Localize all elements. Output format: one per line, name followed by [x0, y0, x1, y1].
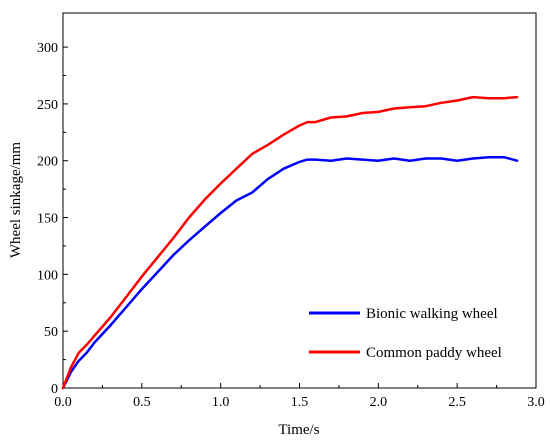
legend-label-common: Common paddy wheel: [366, 345, 502, 361]
x-tick-label: 3.0: [527, 395, 545, 410]
x-tick-label: 0.0: [54, 395, 72, 410]
legend: Bionic walking wheel Common paddy wheel: [309, 306, 502, 361]
series-line-common: [61, 95, 519, 390]
plot-frame: [62, 12, 537, 389]
y-tick-label: 50: [44, 325, 58, 340]
y-axis-label: Wheel sinkage/mm: [8, 142, 24, 259]
x-tick-label: 2.5: [448, 395, 466, 410]
x-tick-label: 0.5: [133, 395, 151, 410]
x-axis-label: Time/s: [278, 422, 319, 438]
x-tick-label: 1.5: [291, 395, 309, 410]
legend-label-bionic: Bionic walking wheel: [366, 306, 498, 322]
x-axis-ticks: 0.0 0.5 1.0 1.5 2.0 2.5 3.0: [54, 383, 545, 410]
y-tick-label: 300: [37, 41, 58, 56]
x-tick-label: 1.0: [212, 395, 230, 410]
y-tick-label: 0: [51, 382, 58, 397]
y-tick-label: 200: [37, 155, 58, 170]
y-tick-label: 250: [37, 98, 58, 113]
series-line-bionic: [61, 156, 519, 390]
series-lines: [61, 95, 519, 390]
x-tick-label: 2.0: [370, 395, 388, 410]
y-tick-label: 100: [37, 268, 58, 283]
y-axis-ticks: 0 50 100 150 200 250 300: [37, 41, 68, 397]
y-tick-label: 150: [37, 212, 58, 227]
